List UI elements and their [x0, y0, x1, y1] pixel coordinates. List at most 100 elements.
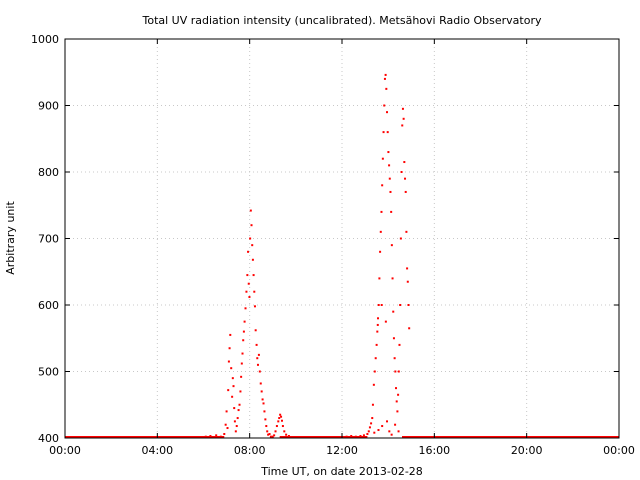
data-point	[366, 433, 369, 436]
data-point	[403, 161, 406, 164]
data-point	[397, 393, 400, 396]
data-point	[377, 429, 380, 432]
data-point	[395, 400, 398, 403]
data-point	[248, 296, 251, 299]
data-point	[227, 360, 230, 363]
data-point	[370, 422, 373, 425]
data-point	[223, 433, 226, 436]
data-point	[249, 209, 252, 212]
data-point	[236, 417, 239, 420]
data-point	[204, 435, 207, 438]
data-point	[249, 237, 252, 240]
data-point	[226, 427, 229, 430]
data-point	[367, 430, 370, 433]
data-point	[406, 267, 409, 270]
y-tick-label: 1000	[31, 33, 59, 46]
data-point	[371, 417, 374, 420]
data-point	[399, 304, 402, 306]
data-point	[389, 190, 392, 193]
data-point	[231, 377, 234, 380]
data-point	[390, 210, 393, 213]
data-point	[274, 430, 277, 433]
data-point	[392, 310, 395, 313]
data-point	[280, 415, 283, 418]
data-point	[397, 430, 400, 433]
data-point	[345, 435, 348, 438]
y-tick-label: 800	[38, 166, 59, 179]
data-point	[269, 435, 272, 438]
data-point	[381, 425, 384, 428]
data-point	[401, 107, 404, 110]
data-point	[404, 177, 407, 180]
y-tick-label: 400	[38, 432, 59, 445]
data-point	[240, 375, 243, 378]
data-point	[227, 389, 230, 392]
data-point	[375, 343, 378, 346]
data-point	[382, 131, 385, 134]
data-point	[260, 390, 263, 393]
data-point	[238, 403, 241, 406]
data-point	[401, 124, 404, 127]
data-point	[283, 430, 286, 433]
x-tick-label: 00:00	[603, 444, 635, 457]
data-point	[251, 244, 254, 247]
data-point	[235, 425, 238, 428]
data-point	[242, 339, 245, 342]
data-point	[381, 184, 384, 187]
chart-title: Total UV radiation intensity (uncalibrat…	[142, 14, 542, 27]
data-point	[386, 131, 389, 134]
data-point	[237, 409, 240, 412]
data-point	[383, 104, 386, 107]
data-point	[257, 353, 260, 356]
y-tick-label: 900	[38, 100, 59, 113]
data-point	[246, 274, 249, 277]
data-point	[228, 347, 231, 350]
data-point	[247, 282, 250, 285]
data-point	[287, 435, 290, 438]
data-point	[277, 420, 280, 423]
data-point	[399, 237, 402, 240]
data-point	[372, 383, 375, 386]
data-point	[386, 420, 389, 423]
data-point	[380, 210, 383, 213]
data-point	[384, 320, 387, 323]
data-point	[229, 333, 232, 336]
data-point	[400, 171, 403, 173]
x-tick-label: 12:00	[326, 444, 358, 457]
data-point	[379, 230, 382, 233]
data-point	[255, 343, 258, 346]
data-point	[398, 343, 401, 346]
x-axis-label: Time UT, on date 2013-02-28	[260, 465, 423, 478]
data-points	[65, 73, 619, 438]
data-point	[254, 329, 257, 332]
data-point	[378, 277, 381, 280]
data-point	[405, 230, 408, 233]
data-point	[233, 407, 236, 410]
data-point	[244, 307, 247, 310]
data-point	[256, 363, 259, 366]
data-point	[394, 423, 397, 426]
data-point	[262, 402, 265, 405]
data-point	[243, 320, 246, 323]
data-point	[391, 277, 394, 280]
data-point	[359, 435, 362, 438]
y-tick-label: 500	[38, 366, 59, 379]
data-point	[396, 410, 399, 413]
data-point	[406, 280, 409, 283]
data-point	[233, 420, 236, 423]
x-tick-label: 00:00	[49, 444, 81, 457]
data-point	[273, 434, 276, 437]
data-point	[230, 367, 233, 370]
data-point	[279, 413, 282, 416]
data-point	[240, 362, 243, 365]
data-point	[387, 151, 390, 154]
data-point	[379, 250, 382, 253]
grid	[65, 39, 619, 438]
data-point	[350, 435, 353, 438]
data-point	[219, 435, 222, 438]
data-point	[373, 431, 376, 434]
data-point	[250, 224, 253, 227]
data-point	[385, 87, 388, 90]
data-point	[381, 157, 384, 160]
